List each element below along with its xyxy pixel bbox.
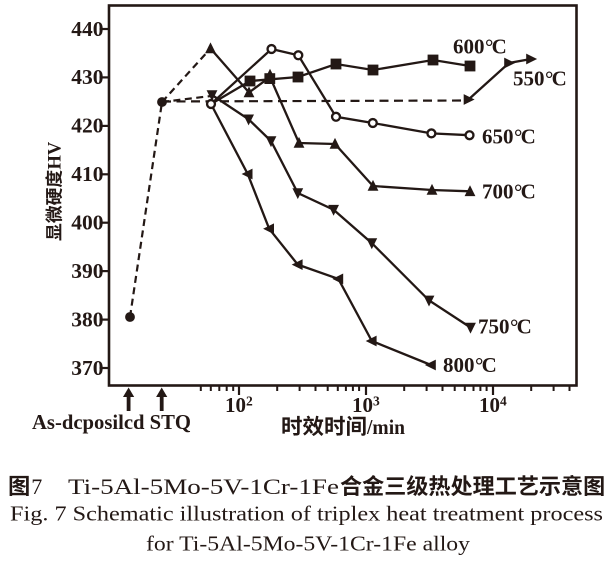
svg-text:°C: °C: [545, 67, 566, 91]
svg-text:2: 2: [246, 394, 253, 409]
svg-text:10: 10: [479, 393, 500, 417]
svg-text:390: 390: [71, 259, 103, 283]
svg-text:°C: °C: [475, 353, 496, 377]
svg-text:700: 700: [482, 180, 514, 204]
svg-text:600: 600: [453, 35, 485, 59]
svg-text:750: 750: [478, 315, 510, 339]
svg-text:for Ti-5Al-5Mo-5V-1Cr-1Fe allo: for Ti-5Al-5Mo-5V-1Cr-1Fe alloy: [146, 532, 471, 556]
svg-text:410: 410: [71, 162, 103, 186]
svg-text:380: 380: [71, 307, 103, 331]
svg-text:3: 3: [373, 394, 380, 409]
svg-text:°C: °C: [514, 125, 535, 149]
svg-text:10: 10: [352, 393, 373, 417]
svg-text:370: 370: [71, 356, 103, 380]
svg-text:/min: /min: [366, 415, 405, 439]
svg-text:Fig. 7 Schematic illustration: Fig. 7 Schematic illustration of triplex…: [10, 502, 603, 526]
svg-text:550: 550: [513, 67, 545, 91]
svg-text:4: 4: [500, 394, 507, 409]
svg-text:400: 400: [71, 211, 103, 235]
svg-text:HV: HV: [46, 141, 66, 169]
svg-text:As-dcposilcd STQ: As-dcposilcd STQ: [32, 410, 191, 434]
svg-text:Ti-5Al-5Mo-5V-1Cr-1Fe: Ti-5Al-5Mo-5V-1Cr-1Fe: [68, 474, 339, 499]
svg-text:440: 440: [71, 17, 103, 41]
svg-text:°C: °C: [485, 35, 506, 59]
svg-text:°C: °C: [514, 180, 535, 204]
svg-text:650: 650: [482, 125, 514, 149]
svg-text:°C: °C: [510, 315, 531, 339]
svg-text:420: 420: [71, 114, 103, 138]
svg-text:430: 430: [71, 65, 103, 89]
svg-text:800: 800: [443, 353, 475, 377]
svg-text:7: 7: [31, 474, 42, 499]
svg-text:10: 10: [225, 393, 246, 417]
